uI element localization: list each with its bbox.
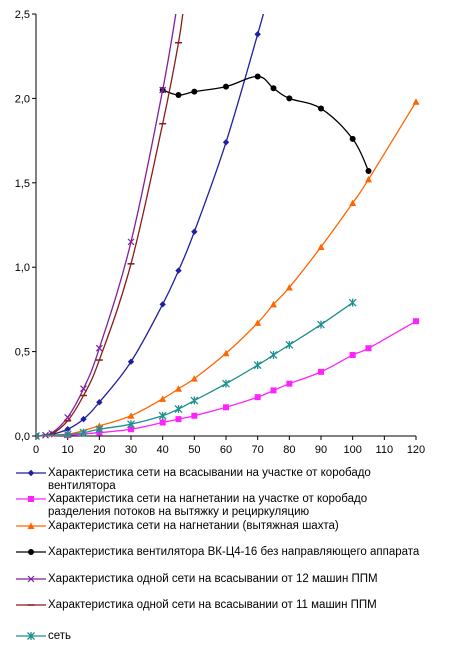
data-point bbox=[349, 299, 356, 307]
chart: 0 10 20 30 40 50 60 70 80 90 100 110 120 0,0 0,5 1,0 1,5… bbox=[0, 0, 454, 455]
series-3 bbox=[33, 98, 420, 439]
data-point bbox=[271, 85, 277, 91]
data-point bbox=[318, 321, 325, 329]
data-point bbox=[175, 385, 182, 392]
data-point bbox=[223, 84, 229, 90]
data-point bbox=[255, 73, 261, 79]
legend-label: Характеристика вентилятора ВК-Ц4-16 без … bbox=[48, 546, 428, 559]
x-tick-label: 30 bbox=[125, 444, 137, 455]
data-point bbox=[223, 139, 229, 145]
data-point bbox=[175, 405, 182, 413]
data-point bbox=[175, 267, 181, 273]
x-tick-label: 100 bbox=[343, 444, 361, 455]
data-point bbox=[191, 229, 197, 235]
legend-swatch bbox=[14, 630, 48, 642]
data-point bbox=[254, 361, 261, 369]
data-point bbox=[413, 98, 420, 105]
x-tick-label: 60 bbox=[220, 444, 232, 455]
data-point bbox=[191, 413, 197, 419]
series-line bbox=[36, 0, 179, 436]
legend-label: Характеристика одной сети на всасывании … bbox=[48, 573, 428, 586]
series-5 bbox=[33, 0, 179, 439]
legend-swatch bbox=[14, 493, 48, 505]
data-point bbox=[286, 381, 292, 387]
data-point bbox=[350, 136, 356, 142]
x-tick-label: 40 bbox=[157, 444, 169, 455]
legend-swatch-marker bbox=[28, 549, 34, 555]
data-point bbox=[160, 419, 166, 425]
data-point bbox=[191, 397, 198, 405]
data-point bbox=[271, 387, 277, 393]
data-point bbox=[176, 92, 182, 98]
series-2 bbox=[33, 318, 419, 439]
legend-label: Характеристика сети на нагнетании на уча… bbox=[48, 493, 428, 519]
legend-swatch bbox=[14, 573, 48, 585]
data-point bbox=[286, 341, 293, 349]
legend-label: Характеристика одной сети на всасывании … bbox=[48, 599, 428, 612]
data-point bbox=[255, 394, 261, 400]
legend-label: Характеристика сети на всасывании на уча… bbox=[48, 467, 428, 493]
series-line bbox=[36, 321, 416, 436]
x-tick-label: 120 bbox=[407, 444, 425, 455]
data-point bbox=[159, 301, 165, 307]
x-tick-label: 50 bbox=[188, 444, 200, 455]
series-6 bbox=[33, 0, 185, 436]
chart-tick-labels: 0 10 20 30 40 50 60 70 80 90 100 110 120 0,0 0,5 1,0 1,5… bbox=[15, 9, 425, 455]
data-point bbox=[176, 416, 182, 422]
legend-swatch bbox=[14, 599, 48, 611]
data-point bbox=[350, 352, 356, 358]
legend-label: сеть bbox=[48, 630, 428, 643]
data-point bbox=[365, 176, 372, 183]
data-point bbox=[318, 369, 324, 375]
data-point bbox=[159, 412, 166, 420]
y-tick-label: 0,0 bbox=[15, 431, 30, 443]
data-point bbox=[254, 31, 260, 37]
data-point bbox=[191, 89, 197, 95]
series-4 bbox=[160, 73, 372, 174]
x-tick-label: 90 bbox=[315, 444, 327, 455]
legend-swatch bbox=[14, 467, 48, 479]
y-tick-label: 2,5 bbox=[15, 9, 30, 21]
legend-label: Характеристика сети на нагнетании (вытяж… bbox=[48, 520, 428, 533]
legend-swatch bbox=[14, 520, 48, 532]
data-point bbox=[413, 318, 419, 324]
legend-swatch bbox=[14, 546, 48, 558]
y-tick-label: 2,0 bbox=[15, 93, 30, 105]
x-tick-label: 20 bbox=[93, 444, 105, 455]
x-tick-label: 110 bbox=[376, 444, 394, 455]
data-point bbox=[318, 106, 324, 112]
y-tick-label: 1,0 bbox=[15, 262, 30, 274]
x-tick-label: 80 bbox=[283, 444, 295, 455]
data-point bbox=[223, 404, 229, 410]
chart-plot-area bbox=[33, 0, 420, 440]
x-tick-label: 70 bbox=[252, 444, 264, 455]
data-point bbox=[223, 380, 230, 388]
series-line bbox=[36, 0, 274, 436]
legend-swatch-marker bbox=[28, 496, 34, 502]
legend-swatch-marker bbox=[28, 470, 34, 476]
x-tick-label: 10 bbox=[62, 444, 74, 455]
data-point bbox=[270, 351, 277, 359]
series-1 bbox=[33, 0, 274, 439]
y-tick-label: 1,5 bbox=[15, 178, 30, 190]
series-line bbox=[36, 0, 185, 436]
y-tick-label: 0,5 bbox=[15, 347, 30, 359]
data-point bbox=[366, 168, 372, 174]
data-point bbox=[366, 345, 372, 351]
x-tick-label: 0 bbox=[33, 444, 39, 455]
data-point bbox=[286, 95, 292, 101]
data-point bbox=[159, 395, 166, 402]
data-point bbox=[128, 412, 135, 419]
